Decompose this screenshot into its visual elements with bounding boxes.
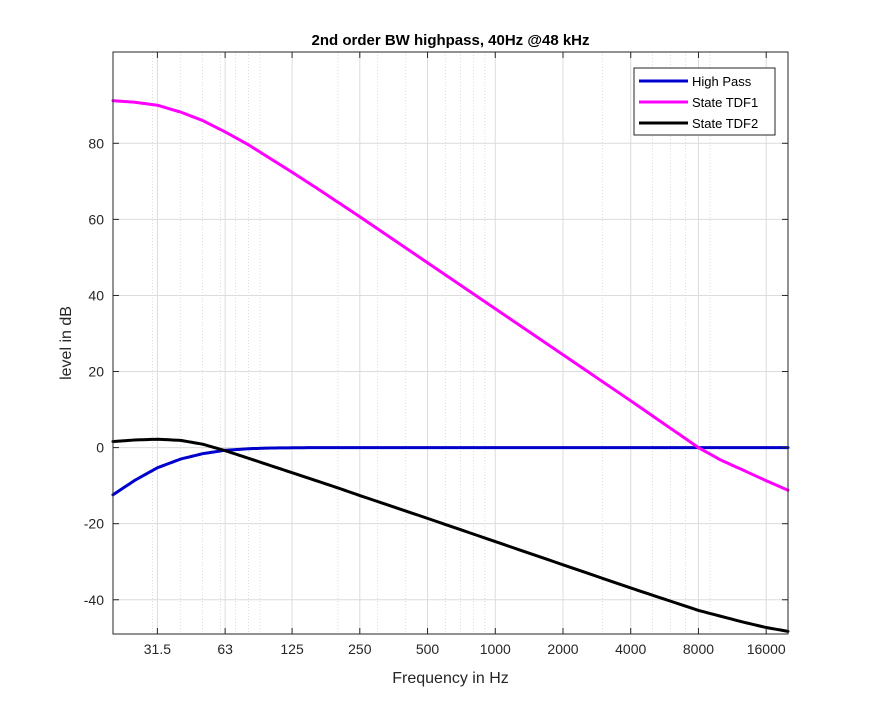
y-tick-label: 20 — [88, 364, 104, 380]
y-tick-label: -40 — [84, 592, 104, 608]
x-tick-label: 500 — [416, 641, 440, 657]
x-tick-label: 4000 — [615, 641, 646, 657]
series-line-state-tdf1 — [111, 99, 790, 492]
legend-label-high-pass: High Pass — [692, 74, 752, 89]
plot-area — [113, 52, 788, 634]
y-axis-label: level in dB — [58, 306, 75, 380]
chart-title: 2nd order BW highpass, 40Hz @48 kHz — [311, 32, 589, 49]
y-tick-label: 0 — [96, 440, 104, 456]
x-tick-label: 125 — [280, 641, 304, 657]
series-line-high-pass — [111, 446, 790, 497]
x-tick-label: 8000 — [683, 641, 714, 657]
series-group — [111, 99, 790, 633]
y-tick-label: 60 — [88, 211, 104, 227]
y-tick-label: 40 — [88, 287, 104, 303]
plot-frame — [112, 51, 789, 635]
x-tick-label: 63 — [217, 641, 233, 657]
x-tick-label: 2000 — [547, 641, 578, 657]
x-tick-label: 31.5 — [144, 641, 171, 657]
legend-label-state-tdf1: State TDF1 — [692, 95, 758, 110]
grid — [113, 52, 788, 634]
y-tick-label: -20 — [84, 516, 104, 532]
series-line-state-tdf2 — [111, 437, 790, 633]
ticks: 31.5 63 125 250 500 1000 2000 4000 8000 16000 -40 -… — [84, 52, 788, 657]
x-tick-label: 1000 — [480, 641, 511, 657]
legend-label-state-tdf2: State TDF2 — [692, 116, 758, 131]
legend: High Pass State TDF1 State TDF2 — [633, 67, 776, 136]
x-tick-label: 250 — [348, 641, 372, 657]
x-tick-label: 16000 — [747, 641, 786, 657]
x-axis-label: Frequency in Hz — [392, 670, 509, 687]
y-tick-label: 80 — [88, 135, 104, 151]
